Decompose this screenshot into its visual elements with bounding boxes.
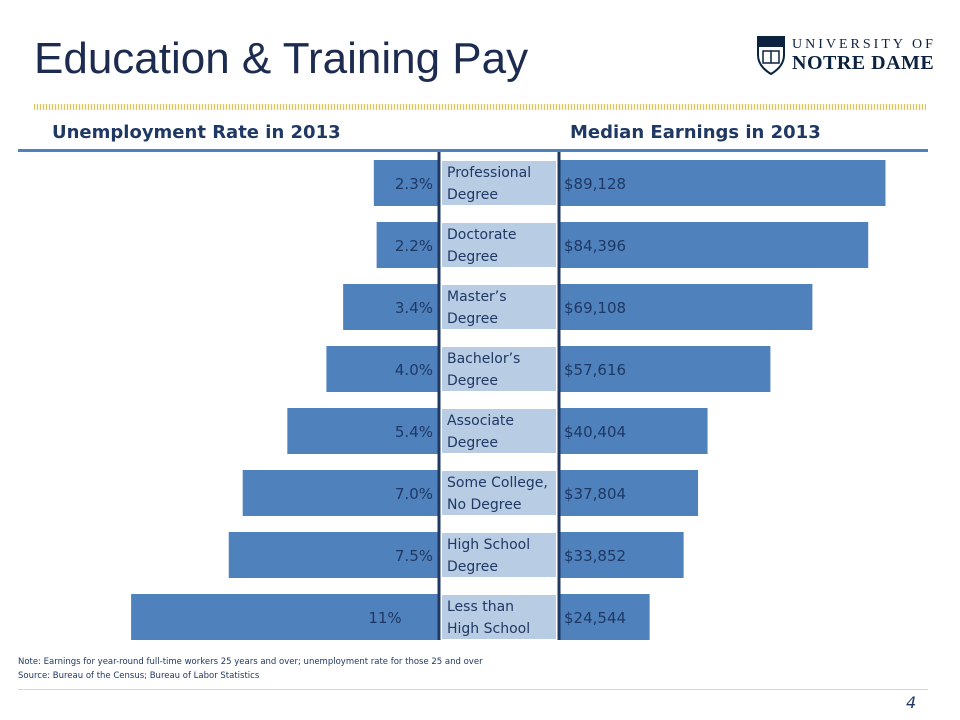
title-divider xyxy=(34,104,926,110)
category-label-box xyxy=(442,533,556,577)
footer-rule xyxy=(18,689,928,690)
unemployment-value-label: 7.0% xyxy=(395,485,433,503)
category-label: Degree xyxy=(447,559,498,575)
earnings-bar xyxy=(560,532,684,578)
chart-source: Source: Bureau of the Census; Bureau of … xyxy=(18,671,260,681)
earnings-value-label: $57,616 xyxy=(564,361,626,379)
earnings-value-label: $69,108 xyxy=(564,299,626,317)
category-label: Degree xyxy=(447,373,498,389)
unemployment-value-label: 2.2% xyxy=(395,237,433,255)
slide-title: Education & Training Pay xyxy=(34,34,529,83)
earnings-bar xyxy=(560,284,813,330)
category-label: Degree xyxy=(447,311,498,327)
category-label: No Degree xyxy=(447,497,521,513)
earnings-bar xyxy=(560,160,886,206)
earnings-bar xyxy=(560,408,708,454)
category-label: Professional xyxy=(447,165,531,181)
unemployment-bar xyxy=(326,346,438,392)
category-label: Degree xyxy=(447,187,498,203)
earnings-bar xyxy=(560,222,869,268)
earnings-value-label: $89,128 xyxy=(564,175,626,193)
unemployment-value-label: 7.5% xyxy=(395,547,433,565)
category-label-box xyxy=(442,285,556,329)
earnings-bar xyxy=(560,594,650,640)
unemployment-bar xyxy=(242,470,438,516)
unemployment-bar xyxy=(373,160,438,206)
category-label: Some College, xyxy=(447,475,548,491)
unemployment-value-label: 3.4% xyxy=(395,299,433,317)
category-label: Associate xyxy=(447,413,514,429)
category-label-box xyxy=(442,409,556,453)
earnings-value-label: $40,404 xyxy=(564,423,626,441)
category-label-box xyxy=(442,347,556,391)
category-label: High School xyxy=(447,621,530,637)
unemployment-bar xyxy=(343,284,438,330)
header-rule xyxy=(18,149,928,152)
category-label: Less than xyxy=(447,599,514,615)
right-column-header: Median Earnings in 2013 xyxy=(570,122,821,143)
category-label: Doctorate xyxy=(447,227,517,243)
unemployment-bar xyxy=(376,222,438,268)
logo-text-line2: NOTRE DAME xyxy=(792,52,935,74)
university-logo: UNIVERSITY OF NOTRE DAME xyxy=(756,35,936,79)
category-label: Master’s xyxy=(447,289,507,305)
unemployment-bar xyxy=(228,532,438,578)
category-label: Degree xyxy=(447,249,498,265)
category-label-box xyxy=(442,161,556,205)
logo-text-line1: UNIVERSITY OF xyxy=(792,37,936,52)
unemployment-bar xyxy=(287,408,438,454)
earnings-value-label: $33,852 xyxy=(564,547,626,565)
earnings-bar xyxy=(560,346,771,392)
unemployment-value-label: 2.3% xyxy=(395,175,433,193)
earnings-value-label: $37,804 xyxy=(564,485,626,503)
left-column-header: Unemployment Rate in 2013 xyxy=(52,122,341,143)
chart-note: Note: Earnings for year-round full-time … xyxy=(18,657,483,667)
category-label: High School xyxy=(447,537,530,553)
shield-icon xyxy=(757,36,785,75)
category-label: Degree xyxy=(447,435,498,451)
category-label: Bachelor’s xyxy=(447,351,520,367)
page-number: 4 xyxy=(906,693,917,712)
category-label-box xyxy=(442,223,556,267)
category-label-box xyxy=(442,471,556,515)
earnings-bar xyxy=(560,470,699,516)
unemployment-bar xyxy=(131,594,438,640)
earnings-value-label: $24,544 xyxy=(564,609,626,627)
unemployment-value-label: 11% xyxy=(368,609,401,627)
unemployment-value-label: 4.0% xyxy=(395,361,433,379)
earnings-value-label: $84,396 xyxy=(564,237,626,255)
unemployment-value-label: 5.4% xyxy=(395,423,433,441)
category-label-box xyxy=(442,595,556,639)
